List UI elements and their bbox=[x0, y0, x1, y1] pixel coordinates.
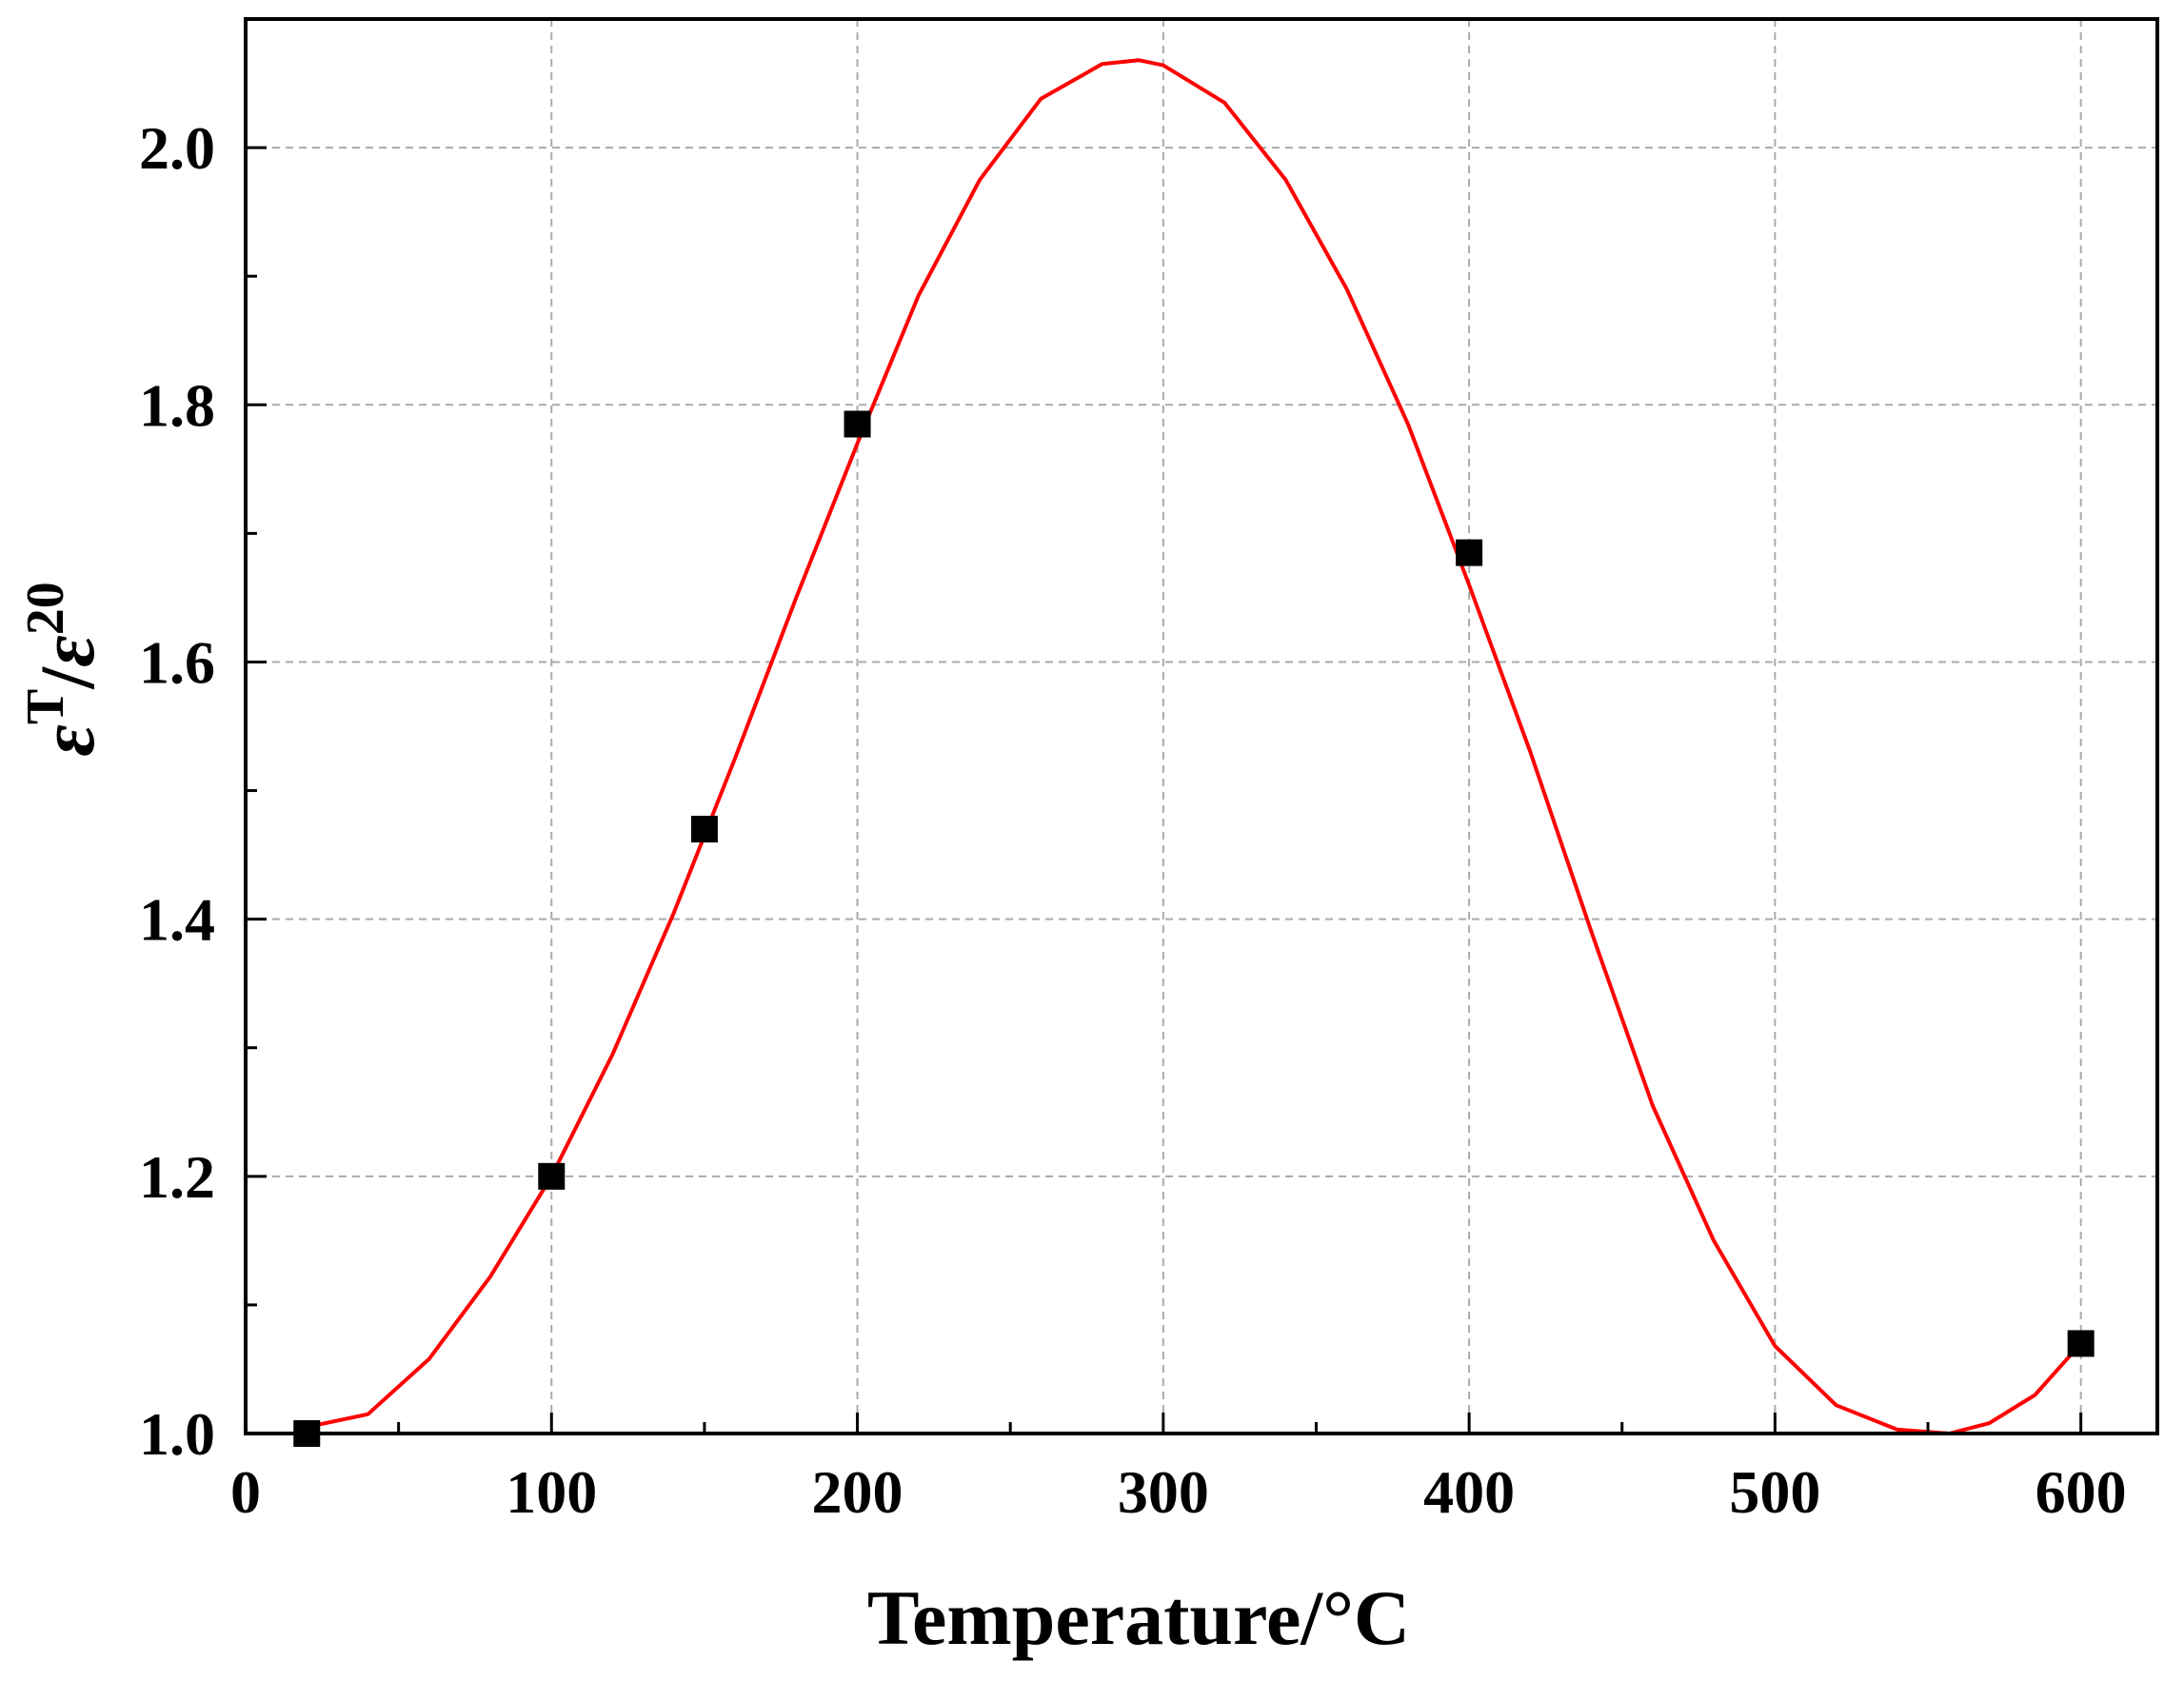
x-tick-label: 500 bbox=[1729, 1458, 1820, 1526]
x-tick-label: 200 bbox=[812, 1458, 903, 1526]
y-tick-label: 1.0 bbox=[139, 1400, 215, 1468]
x-axis-title: Temperature/°C bbox=[867, 1574, 1410, 1661]
x-tick-label: 0 bbox=[230, 1458, 261, 1526]
fit-curve-layer bbox=[306, 58, 2083, 1435]
y-axis-title-epsilon: ε bbox=[24, 724, 110, 757]
y-axis-title: εT/ε20 bbox=[16, 582, 110, 756]
x-tick-label: 100 bbox=[506, 1458, 597, 1526]
data-point bbox=[1456, 539, 1483, 566]
y-tick-label: 1.2 bbox=[139, 1143, 215, 1211]
y-tick-label: 1.8 bbox=[139, 371, 215, 439]
fit-curve bbox=[306, 58, 2083, 1435]
plot-frame bbox=[244, 17, 2159, 1435]
data-points-layer bbox=[293, 410, 2095, 1447]
x-tick-label: 300 bbox=[1118, 1458, 1209, 1526]
y-tick-label: 1.6 bbox=[139, 628, 215, 696]
data-point bbox=[690, 816, 718, 843]
grid-lines bbox=[246, 19, 2157, 1434]
data-point bbox=[2067, 1330, 2095, 1357]
tick-labels: 0 100 200 300 400 500 600 1.0 1.2 1.4 1.6 1.8 2.0 bbox=[139, 114, 2127, 1526]
x-tick-label: 600 bbox=[2035, 1458, 2127, 1526]
y-axis-title-sup-20: 20 bbox=[16, 582, 75, 635]
y-axis-title-epsilon-2: ε bbox=[24, 635, 110, 667]
data-point bbox=[538, 1162, 566, 1190]
y-tick-label: 2.0 bbox=[139, 114, 215, 182]
data-point bbox=[844, 410, 871, 438]
axes bbox=[244, 17, 2159, 1435]
y-axis-title-sup-t: T bbox=[16, 689, 75, 724]
y-tick-label: 1.4 bbox=[139, 886, 215, 954]
y-axis-title-slash: / bbox=[24, 666, 110, 690]
x-tick-label: 400 bbox=[1423, 1458, 1515, 1526]
